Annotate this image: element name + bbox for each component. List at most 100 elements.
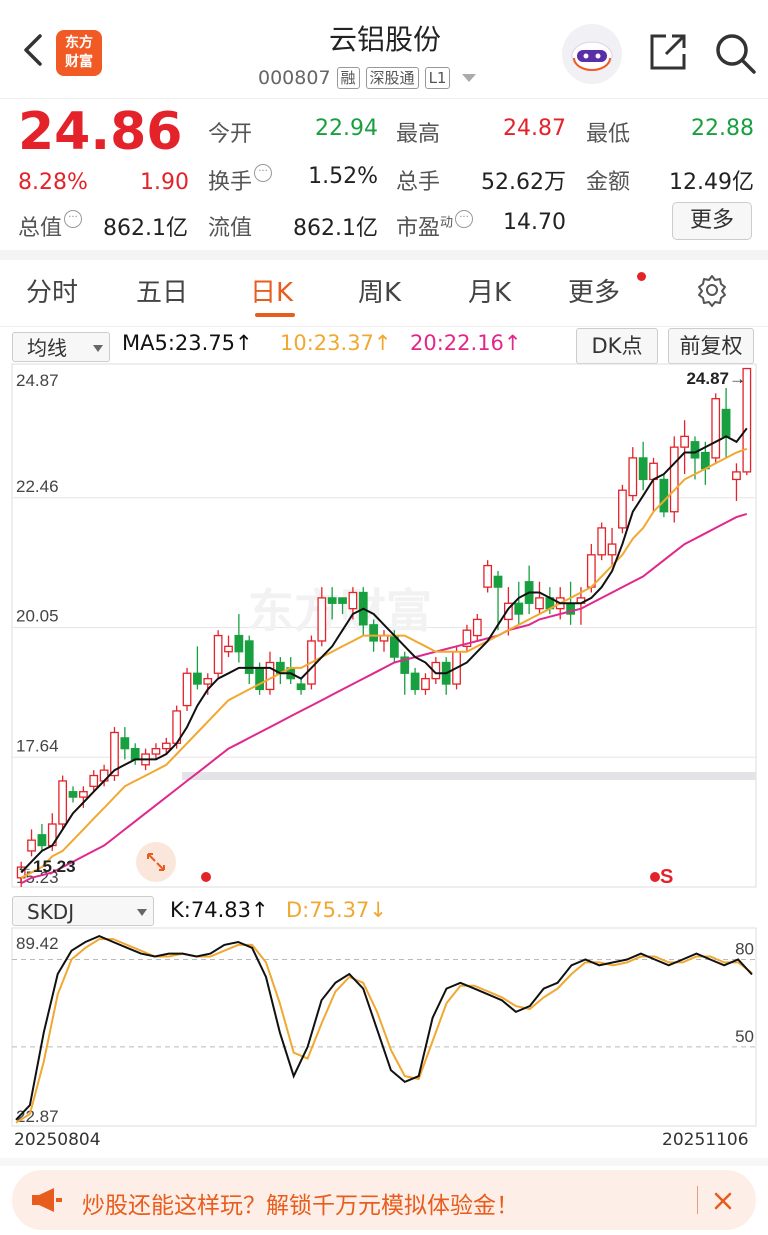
candle-body xyxy=(607,543,617,556)
candle xyxy=(110,727,119,781)
candle-body xyxy=(690,441,700,459)
back-arrow-icon[interactable] xyxy=(14,30,54,70)
share-icon[interactable] xyxy=(646,30,690,74)
more-quote-button[interactable]: 更多 xyxy=(672,202,752,240)
candle xyxy=(327,587,337,620)
price-adjust-button[interactable]: 前复权 xyxy=(668,328,754,364)
candle-body xyxy=(193,672,202,685)
candle xyxy=(535,581,544,615)
candlestick-chart[interactable]: 24.8722.4620.0517.6415.23东方财富24.87→←15.2… xyxy=(0,362,768,892)
candle xyxy=(224,635,233,658)
candle xyxy=(234,614,244,663)
end-date: 20251106 xyxy=(662,1130,749,1150)
ma5-value: MA5:23.75↑ xyxy=(122,331,253,355)
header-bar: 东方 财富 云铝股份 000807 融 深股通 L1 xyxy=(0,0,768,98)
candle-body xyxy=(493,575,503,588)
candle-body xyxy=(504,602,513,621)
candle xyxy=(669,436,679,523)
level-tag: L1 xyxy=(424,67,451,89)
candle-body xyxy=(234,634,244,653)
assistant-robot-icon[interactable] xyxy=(562,24,622,84)
y-tick-label: 22.46 xyxy=(16,477,59,496)
high-marker: 24.87→ xyxy=(686,369,746,388)
section-gap xyxy=(0,1158,768,1166)
candle xyxy=(410,667,420,695)
tab-monthly-k[interactable]: 月K xyxy=(468,278,512,308)
candle xyxy=(37,824,47,851)
candle-body xyxy=(742,367,752,473)
candle xyxy=(286,657,296,685)
last-price: 24.86 xyxy=(18,102,183,162)
tab-intraday[interactable]: 分时 xyxy=(26,278,79,308)
pe-value: 14.70 xyxy=(503,210,566,235)
candle xyxy=(628,447,638,501)
candle-body xyxy=(462,629,472,647)
candle-body xyxy=(421,677,430,691)
skdj-select[interactable]: SKDJ xyxy=(12,896,154,926)
turnover-label[interactable]: 换手 ··· xyxy=(208,164,273,196)
price-band xyxy=(182,772,756,780)
candle-body xyxy=(732,471,741,481)
expand-icon[interactable] xyxy=(136,842,176,882)
tab-daily-k[interactable]: 日K xyxy=(250,278,294,308)
skdj-chart[interactable]: 89.42 22.87 80 50 xyxy=(0,926,768,1131)
skdj-d-line xyxy=(15,938,753,1124)
indicator-select[interactable]: 均线 xyxy=(12,332,110,362)
ma10-value: 10:23.37↑ xyxy=(280,331,392,355)
pe-label[interactable]: 市盈动 ··· xyxy=(396,210,474,242)
search-icon[interactable] xyxy=(712,30,758,76)
candle xyxy=(203,673,213,695)
candle xyxy=(721,387,731,458)
candle-body xyxy=(535,597,544,610)
candle xyxy=(338,597,347,615)
info-icon[interactable]: ··· xyxy=(254,164,273,182)
candle xyxy=(524,565,534,615)
candle-body xyxy=(711,398,721,459)
tab-more[interactable]: 更多 xyxy=(568,278,621,308)
skdj-y-top: 89.42 xyxy=(16,934,59,953)
volume-value: 52.62万 xyxy=(481,170,566,195)
candle xyxy=(504,587,513,636)
candle-body xyxy=(317,597,327,642)
candle xyxy=(151,743,161,760)
change-percent: 8.28% xyxy=(18,170,88,195)
close-icon[interactable] xyxy=(712,1190,734,1212)
low-marker: ←15.23 xyxy=(16,857,76,876)
skdj-k-value: K:74.83↑ xyxy=(170,898,269,922)
candle-body xyxy=(597,527,607,556)
promo-banner[interactable] xyxy=(12,1170,756,1230)
candle-body xyxy=(78,791,88,798)
candle xyxy=(296,678,306,695)
candle-body xyxy=(338,597,347,604)
candle-body xyxy=(586,554,596,588)
info-icon[interactable]: ··· xyxy=(455,210,474,228)
candle xyxy=(27,829,36,857)
tab-five-day[interactable]: 五日 xyxy=(136,278,189,308)
tab-weekly-k[interactable]: 周K xyxy=(358,278,402,308)
candle xyxy=(317,587,327,647)
candle-body xyxy=(348,591,358,610)
float-cap-value: 862.1亿 xyxy=(293,216,378,241)
candle-body xyxy=(327,597,337,604)
candle-body xyxy=(130,747,140,761)
candle xyxy=(638,441,648,491)
candle-body xyxy=(628,457,638,497)
settings-gear-icon[interactable] xyxy=(694,272,730,308)
low-value: 22.88 xyxy=(691,116,754,141)
candle-body xyxy=(514,602,524,615)
candle-body xyxy=(659,478,669,513)
candle xyxy=(618,484,627,534)
candle xyxy=(441,657,451,695)
dk-point-button[interactable]: DK点 xyxy=(576,328,658,364)
dropdown-icon xyxy=(93,345,103,352)
info-icon[interactable]: ··· xyxy=(64,210,83,228)
level-80-label: 80 xyxy=(735,939,754,958)
stock-code-row[interactable]: 000807 融 深股通 L1 xyxy=(258,64,477,92)
candle xyxy=(597,522,607,561)
candle xyxy=(89,770,99,792)
candle-body xyxy=(400,656,410,674)
candle-body xyxy=(58,780,68,825)
ma20-value: 20:22.16↑ xyxy=(410,331,522,355)
candle-body xyxy=(151,747,161,755)
total-cap-label[interactable]: 总值 ··· xyxy=(18,210,83,242)
